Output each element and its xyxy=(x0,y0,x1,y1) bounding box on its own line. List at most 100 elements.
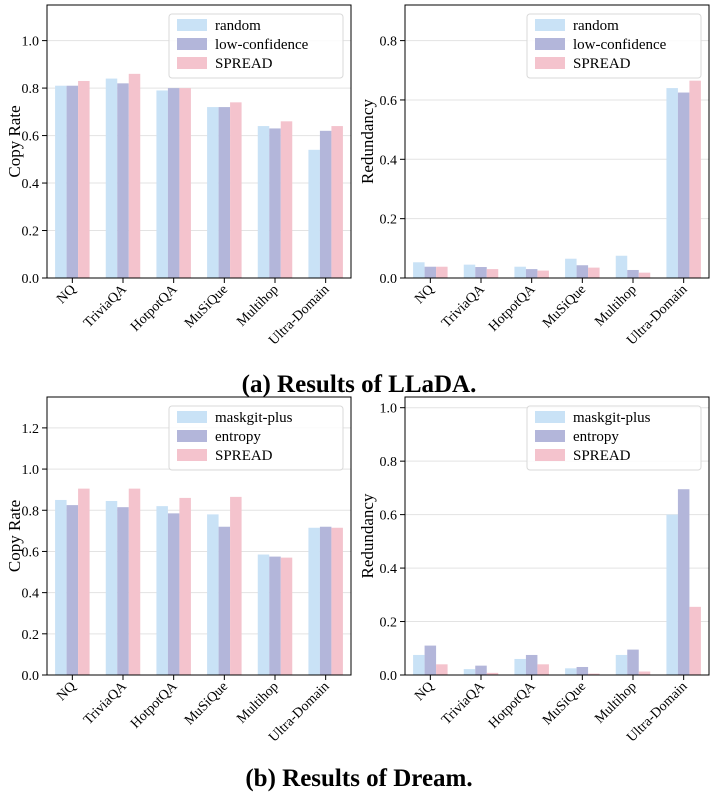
x-tick-label: NQ xyxy=(412,679,437,704)
bar-low-confidence xyxy=(269,128,281,278)
caption-dream: (b) Results of Dream. xyxy=(245,765,472,792)
bar-random xyxy=(308,149,320,278)
y-tick-label: 0.4 xyxy=(380,153,398,168)
y-tick-label: 0.8 xyxy=(380,455,398,470)
legend-label-SPREAD: SPREAD xyxy=(573,448,631,464)
legend-swatch-SPREAD xyxy=(177,449,207,461)
legend-swatch-maskgit-plus xyxy=(177,411,207,423)
x-tick-label: MuSiQue xyxy=(182,679,231,728)
y-tick-label: 0.4 xyxy=(22,177,40,192)
bar-SPREAD xyxy=(78,80,90,279)
y-tick-label: 0.4 xyxy=(22,587,40,602)
y-tick-label: 0.0 xyxy=(22,272,40,287)
legend-swatch-entropy xyxy=(535,430,565,442)
legend-label-SPREAD: SPREAD xyxy=(215,56,273,72)
bar-low-confidence xyxy=(66,85,79,278)
x-tick-label: TriviaQA xyxy=(81,679,130,728)
x-tick-label: NQ xyxy=(412,282,437,307)
bar-random xyxy=(463,264,476,278)
x-tick-label: MuSiQue xyxy=(540,282,589,331)
legend-swatch-SPREAD xyxy=(535,449,565,461)
y-tick-label: 0.6 xyxy=(380,94,398,109)
legend-label-random: random xyxy=(573,18,619,34)
x-tick-label: NQ xyxy=(54,282,79,307)
y-tick-label: 0.0 xyxy=(380,272,398,287)
bar-low-confidence xyxy=(677,92,690,278)
bar-entropy xyxy=(66,505,79,675)
bar-maskgit-plus xyxy=(257,554,270,675)
bar-random xyxy=(257,126,270,278)
bar-SPREAD xyxy=(128,488,141,675)
bar-SPREAD xyxy=(486,672,499,675)
bar-maskgit-plus xyxy=(308,527,320,675)
bar-maskgit-plus xyxy=(55,499,67,675)
bar-maskgit-plus xyxy=(105,500,118,675)
legend-label-low-confidence: low-confidence xyxy=(573,37,667,53)
bar-SPREAD xyxy=(280,557,293,675)
bar-SPREAD xyxy=(280,121,293,278)
bar-SPREAD xyxy=(128,73,141,278)
y-tick-label: 0.6 xyxy=(22,130,40,145)
legend-swatch-SPREAD xyxy=(535,57,565,69)
bar-low-confidence xyxy=(576,265,589,278)
legend-swatch-low-confidence xyxy=(177,38,207,50)
bar-SPREAD xyxy=(179,88,191,278)
y-axis-label: Copy Rate xyxy=(5,500,24,572)
legend-box xyxy=(168,405,344,471)
y-axis-label: Copy Rate xyxy=(5,105,24,177)
bar-entropy xyxy=(525,654,538,675)
y-tick-label: 0.8 xyxy=(380,35,398,50)
bar-random xyxy=(413,262,425,278)
y-tick-label: 0.2 xyxy=(22,225,40,240)
bar-entropy xyxy=(677,489,690,675)
axes-frame xyxy=(404,396,710,676)
bar-entropy xyxy=(218,526,231,675)
legend-label-SPREAD: SPREAD xyxy=(215,448,273,464)
x-tick-label: TriviaQA xyxy=(81,282,130,331)
bar-SPREAD xyxy=(588,673,600,675)
caption-llada: (a) Results of LLaDA. xyxy=(242,371,477,398)
bar-low-confidence xyxy=(525,269,538,278)
y-tick-label: 0.2 xyxy=(22,628,40,643)
y-axis-label: Redundancy xyxy=(358,493,377,578)
y-tick-label: 0.2 xyxy=(380,213,398,228)
bar-entropy xyxy=(319,526,332,675)
bar-entropy xyxy=(576,666,589,675)
bar-low-confidence xyxy=(167,88,180,278)
legend-label-random: random xyxy=(215,18,261,34)
x-tick-label: TriviaQA xyxy=(439,679,488,728)
x-tick-label: Multihop xyxy=(234,282,281,329)
y-tick-label: 0.0 xyxy=(22,669,40,684)
x-tick-label: HotpotQA xyxy=(128,679,181,732)
bar-maskgit-plus xyxy=(207,514,219,675)
bar-SPREAD xyxy=(230,496,242,675)
bar-low-confidence xyxy=(475,267,487,278)
bar-SPREAD xyxy=(537,664,549,675)
legend-box xyxy=(526,405,702,471)
legend-swatch-random xyxy=(177,19,207,31)
bar-random xyxy=(207,107,219,278)
y-tick-label: 0.2 xyxy=(380,616,398,631)
x-tick-label: HotpotQA xyxy=(486,679,539,732)
bar-entropy xyxy=(117,507,129,675)
legend-box xyxy=(168,13,344,79)
y-tick-label: 1.2 xyxy=(22,422,40,437)
legend-label-entropy: entropy xyxy=(573,429,619,445)
bar-SPREAD xyxy=(689,80,701,278)
bar-low-confidence xyxy=(319,130,332,278)
bar-SPREAD xyxy=(78,488,90,675)
y-tick-label: 0.4 xyxy=(380,562,398,577)
legend-swatch-entropy xyxy=(177,430,207,442)
bar-low-confidence xyxy=(117,83,129,278)
bar-SPREAD xyxy=(638,671,651,675)
x-tick-label: HotpotQA xyxy=(486,282,539,335)
y-tick-label: 0.6 xyxy=(380,509,398,524)
bar-random xyxy=(565,258,577,278)
bar-SPREAD xyxy=(689,606,701,675)
bar-low-confidence xyxy=(218,107,231,278)
bar-entropy xyxy=(627,649,639,675)
bar-random xyxy=(156,90,168,278)
